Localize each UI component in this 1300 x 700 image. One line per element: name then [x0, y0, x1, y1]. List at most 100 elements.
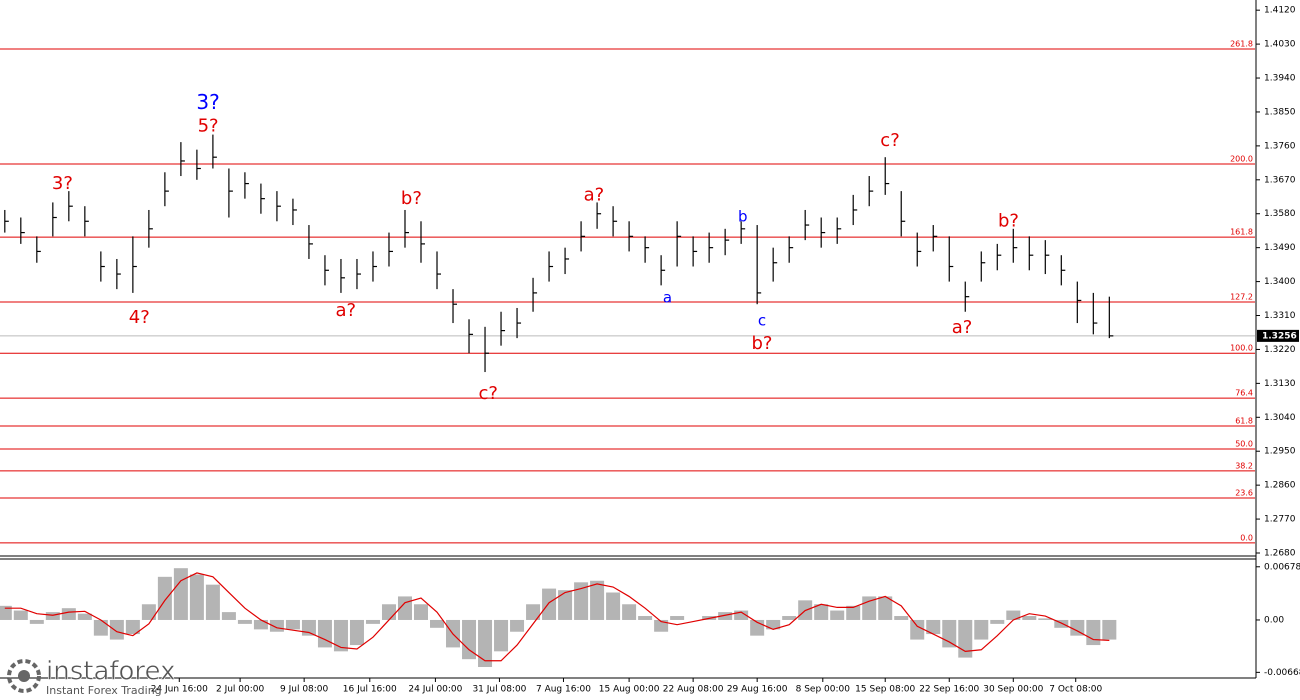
macd-histogram-bar — [1086, 619, 1101, 646]
wave-label: 5? — [198, 115, 219, 136]
macd-histogram-bar — [830, 610, 845, 620]
macd-histogram-bar — [237, 619, 252, 624]
macd-histogram-bar — [269, 619, 284, 632]
macd-histogram-bar — [510, 619, 525, 632]
x-tick-label: 8 Sep 00:00 — [796, 685, 851, 695]
fib-label: 50.0 — [1235, 439, 1253, 448]
macd-y-tick-label: -0.00668 — [1264, 668, 1300, 678]
macd-histogram-bar — [526, 604, 541, 620]
fib-label: 100.0 — [1230, 344, 1253, 353]
y-tick-label: 1.4120 — [1264, 6, 1296, 16]
macd-histogram-bar — [253, 619, 268, 630]
wave-label: 4? — [129, 307, 150, 328]
wave-label: c? — [880, 130, 899, 151]
macd-histogram-bar — [414, 604, 429, 620]
macd-histogram-bar — [846, 605, 861, 620]
y-tick-label: 1.3670 — [1264, 175, 1296, 185]
logo-icon — [18, 670, 30, 682]
fib-label: 61.8 — [1235, 416, 1253, 425]
macd-histogram-bar — [718, 612, 733, 620]
macd-histogram-bar — [1006, 610, 1021, 620]
x-tick-label: 7 Oct 08:00 — [1049, 685, 1102, 695]
x-tick-label: 2 Jul 00:00 — [216, 685, 265, 695]
fib-label: 200.0 — [1230, 154, 1253, 163]
y-tick-label: 1.3130 — [1264, 379, 1296, 389]
fib-label: 23.6 — [1235, 488, 1253, 497]
macd-histogram-bar — [189, 574, 204, 620]
macd-histogram-bar — [622, 604, 637, 620]
macd-signal-line — [4, 572, 1110, 662]
macd-histogram-bar — [878, 596, 893, 620]
x-tick-label: 16 Jul 16:00 — [343, 685, 397, 695]
macd-histogram-bar — [29, 619, 44, 624]
y-tick-label: 1.3760 — [1264, 141, 1296, 151]
y-tick-label: 1.3310 — [1264, 311, 1296, 321]
macd-histogram-bar — [894, 616, 909, 620]
macd-histogram-bar — [349, 619, 364, 646]
x-tick-label: 24 Jul 00:00 — [408, 685, 462, 695]
macd-histogram-bar — [910, 619, 925, 640]
macd-histogram-bar — [558, 590, 573, 620]
macd-histogram-bar — [1054, 619, 1069, 628]
macd-histogram-bar — [942, 619, 957, 648]
wave-label: a? — [952, 317, 973, 338]
fib-label: 0.0 — [1240, 533, 1253, 542]
macd-histogram-bar — [734, 610, 749, 620]
macd-histogram-bar — [93, 619, 108, 636]
macd-histogram-bar — [317, 619, 332, 648]
macd-histogram-bar — [125, 619, 140, 635]
current-price-box — [1257, 329, 1299, 342]
x-tick-label: 30 Sep 00:00 — [983, 685, 1043, 695]
macd-histogram-bar — [478, 619, 493, 668]
macd-histogram-bar — [430, 619, 445, 628]
macd-histogram-bar — [462, 619, 477, 660]
y-tick-label: 1.2950 — [1264, 447, 1296, 457]
fib-label: 161.8 — [1230, 228, 1253, 237]
macd-y-tick-label: 0.00678 — [1264, 562, 1300, 572]
macd-histogram-bar — [958, 619, 973, 658]
tagline: Instant Forex Trading — [46, 684, 162, 697]
macd-histogram-bar — [0, 605, 12, 620]
macd-histogram-bar — [494, 619, 509, 652]
macd-histogram-bar — [1070, 619, 1085, 636]
macd-histogram-bar — [926, 619, 941, 635]
y-tick-label: 1.3490 — [1264, 243, 1296, 253]
macd-histogram-bar — [221, 612, 236, 620]
x-tick-label: 31 Jul 08:00 — [472, 685, 526, 695]
y-tick-label: 1.3040 — [1264, 413, 1296, 423]
fib-label: 261.8 — [1230, 40, 1253, 49]
y-tick-label: 1.3580 — [1264, 209, 1296, 219]
plot: 1.4120 1.4030 1.3940 1.3850 1.3760 1.3670 1.35… — [0, 6, 1300, 695]
brand: instaforex — [46, 657, 175, 687]
macd-histogram-bar — [77, 613, 92, 620]
wave-label: b? — [751, 333, 772, 354]
wave-label: 3? — [52, 173, 73, 194]
x-tick-label: 29 Aug 16:00 — [727, 685, 788, 695]
macd-histogram-bar — [590, 580, 605, 620]
x-tick-label: 22 Aug 08:00 — [663, 685, 724, 695]
macd-histogram-bar — [301, 619, 316, 636]
macd-histogram-bar — [782, 616, 797, 620]
y-tick-label: 1.2770 — [1264, 515, 1296, 525]
fib-label: 127.2 — [1230, 292, 1253, 301]
macd-y-tick-label: 0.00 — [1264, 615, 1284, 625]
y-tick-label: 1.3220 — [1264, 345, 1296, 355]
macd-histogram-bar — [205, 584, 220, 620]
wave-label: c — [758, 312, 766, 330]
x-tick-label: 7 Aug 16:00 — [536, 685, 591, 695]
macd-histogram-bar — [173, 568, 188, 620]
macd-histogram-bar — [990, 619, 1005, 624]
y-tick-label: 1.2860 — [1264, 481, 1296, 491]
macd-histogram-bar — [61, 608, 76, 620]
wave-label: b? — [998, 210, 1019, 231]
y-tick-label: 1.3850 — [1264, 107, 1296, 117]
x-tick-label: 24 Jun 16:00 — [151, 685, 208, 695]
wave-label: b? — [401, 188, 422, 209]
macd-histogram-bar — [654, 619, 669, 632]
wave-label: 3? — [196, 90, 219, 114]
macd-histogram-bar — [814, 604, 829, 620]
wave-label: c? — [479, 383, 498, 404]
y-tick-label: 1.3940 — [1264, 74, 1296, 84]
macd-histogram-bar — [109, 619, 124, 640]
